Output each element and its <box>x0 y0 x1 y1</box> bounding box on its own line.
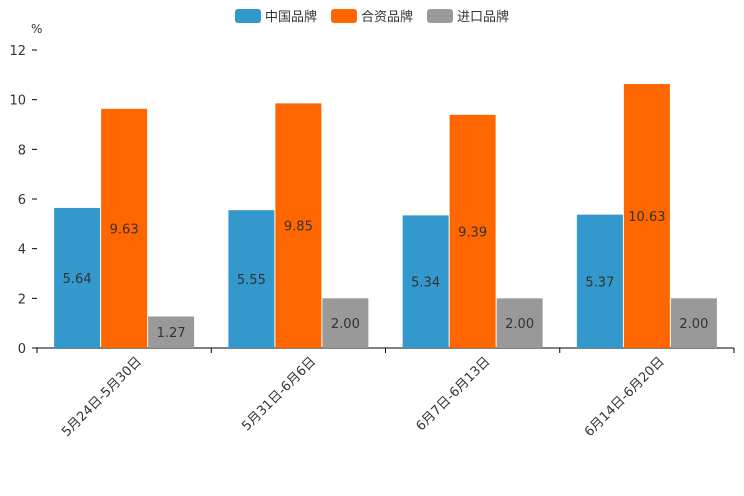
bar-import[interactable] <box>496 298 543 348</box>
legend: 中国品牌 合资品牌 进口品牌 <box>0 6 744 25</box>
bar-jv[interactable] <box>101 108 148 348</box>
x-category-label: 6月14日-6月20日 <box>582 354 668 440</box>
x-category-label: 6月7日-6月13日 <box>414 354 494 434</box>
bar-china[interactable] <box>228 210 275 348</box>
legend-item-jv[interactable]: 合资品牌 <box>330 6 413 25</box>
data-label: 9.63 <box>110 222 139 237</box>
data-label: 2.00 <box>331 317 360 332</box>
data-label: 5.64 <box>63 272 92 287</box>
bar-china[interactable] <box>402 215 449 348</box>
y-tick-label: 4 <box>18 243 26 258</box>
legend-swatch-jv <box>330 8 357 23</box>
data-label: 9.85 <box>284 220 313 235</box>
bar-jv[interactable] <box>623 84 670 348</box>
bar-jv[interactable] <box>449 114 496 348</box>
data-label: 5.34 <box>411 276 440 291</box>
y-tick-label: 12 <box>9 44 26 59</box>
data-label: 2.00 <box>679 317 708 332</box>
x-category-label: 5月24日-5月30日 <box>59 354 145 440</box>
y-tick-label: 0 <box>18 342 26 357</box>
y-tick-label: 6 <box>18 193 26 208</box>
legend-item-china[interactable]: 中国品牌 <box>234 6 317 25</box>
y-unit-label: % <box>31 22 43 36</box>
legend-label-import: 进口品牌 <box>457 10 510 25</box>
legend-swatch-import <box>427 8 453 23</box>
data-label: 5.55 <box>237 273 266 288</box>
legend-label-jv: 合资品牌 <box>360 10 413 25</box>
data-label: 1.27 <box>157 326 186 341</box>
bar-china[interactable] <box>576 214 623 348</box>
y-tick-label: 2 <box>18 292 26 307</box>
data-label: 10.63 <box>628 210 665 225</box>
y-tick-label: 10 <box>9 94 26 109</box>
bar-china[interactable] <box>54 207 101 348</box>
data-label: 9.39 <box>458 225 487 240</box>
legend-item-import[interactable]: 进口品牌 <box>427 6 509 25</box>
bar-import[interactable] <box>670 298 717 348</box>
data-label: 5.37 <box>585 275 614 290</box>
data-label: 2.00 <box>505 317 534 332</box>
legend-label-china: 中国品牌 <box>264 10 317 25</box>
y-tick-label: 8 <box>18 143 26 158</box>
bar-jv[interactable] <box>275 103 322 349</box>
bar-import[interactable] <box>322 298 369 348</box>
legend-swatch-china <box>234 8 261 23</box>
x-category-label: 5月31日-6月6日 <box>239 354 319 434</box>
bar-import[interactable] <box>148 316 195 348</box>
